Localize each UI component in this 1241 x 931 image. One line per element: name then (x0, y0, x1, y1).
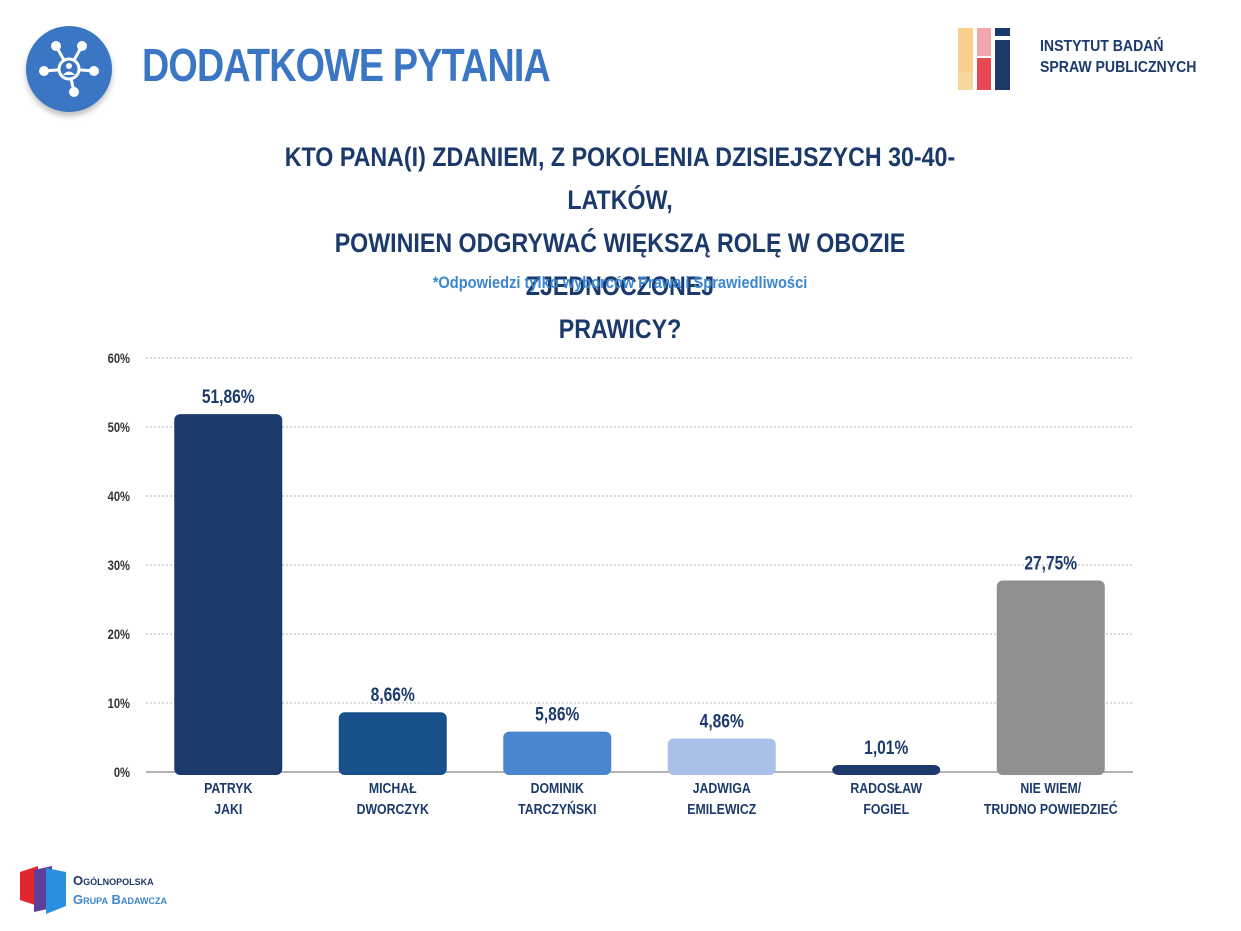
ogb-name-line2: Grupa Badawcza (73, 892, 167, 907)
chart-subtitle: *Odpowiedzi tylko wyborców Prawa i Spraw… (432, 273, 808, 292)
bar (667, 738, 776, 775)
y-tick-label: 50% (108, 420, 130, 435)
x-tick-label: EMILEWICZ (687, 801, 756, 817)
x-tick-label: DWORCZYK (357, 801, 429, 817)
ibsp-name-line1: INSTYTUT BADAŃ (1040, 38, 1164, 55)
bar (338, 712, 447, 775)
x-tick-label: NIE WIEM/ (1020, 780, 1081, 796)
y-tick-label: 60% (108, 351, 130, 366)
ogb-logo (20, 866, 66, 914)
bar (996, 580, 1105, 775)
data-label: 8,66% (371, 684, 415, 706)
ibsp-logo (958, 28, 1010, 90)
page-title: DODATKOWE PYTANIA (142, 39, 551, 91)
ogb-name: Ogólnopolska Grupa Badawcza (73, 871, 167, 909)
y-tick-label: 20% (108, 627, 130, 642)
x-tick-label: RADOSŁAW (850, 780, 922, 796)
ibsp-name-line2: SPRAW PUBLICZNYCH (1040, 59, 1197, 76)
question-line2: POWINIEN ODGRYWAĆ WIĘKSZĄ ROLĘ W OBOZIE … (334, 228, 906, 301)
data-label: 5,86% (535, 703, 579, 725)
chart-question: KTO PANA(I) ZDANIEM, Z POKOLENIA DZISIEJ… (276, 136, 964, 351)
question-line1: KTO PANA(I) ZDANIEM, Z POKOLENIA DZISIEJ… (284, 142, 956, 215)
y-tick-label: 0% (114, 765, 130, 780)
data-label: 4,86% (700, 710, 744, 732)
bar (174, 414, 283, 775)
ibsp-name: INSTYTUT BADAŃ SPRAW PUBLICZNYCH (1040, 36, 1196, 78)
ogb-name-line1: Ogólnopolska (73, 873, 154, 888)
x-tick-label: TRUDNO POWIEDZIEĆ (984, 799, 1118, 818)
x-tick-label: TARCZYŃSKI (518, 800, 596, 817)
x-tick-label: DOMINIK (531, 780, 584, 796)
y-tick-label: 10% (108, 696, 130, 711)
x-tick-label: PATRYK (204, 780, 252, 796)
x-tick-label: FOGIEL (863, 801, 909, 817)
y-tick-label: 40% (108, 489, 130, 504)
y-tick-label: 30% (108, 558, 130, 573)
bar (503, 731, 612, 775)
bar (832, 765, 941, 775)
question-line3: PRAWICY? (558, 314, 682, 344)
data-label: 1,01% (864, 737, 908, 759)
data-label: 51,86% (202, 386, 255, 408)
x-tick-label: JADWIGA (693, 780, 751, 796)
network-people-icon (26, 26, 112, 112)
data-label: 27,75% (1024, 552, 1077, 574)
x-tick-label: MICHAŁ (369, 780, 417, 796)
x-tick-label: JAKI (214, 801, 242, 817)
